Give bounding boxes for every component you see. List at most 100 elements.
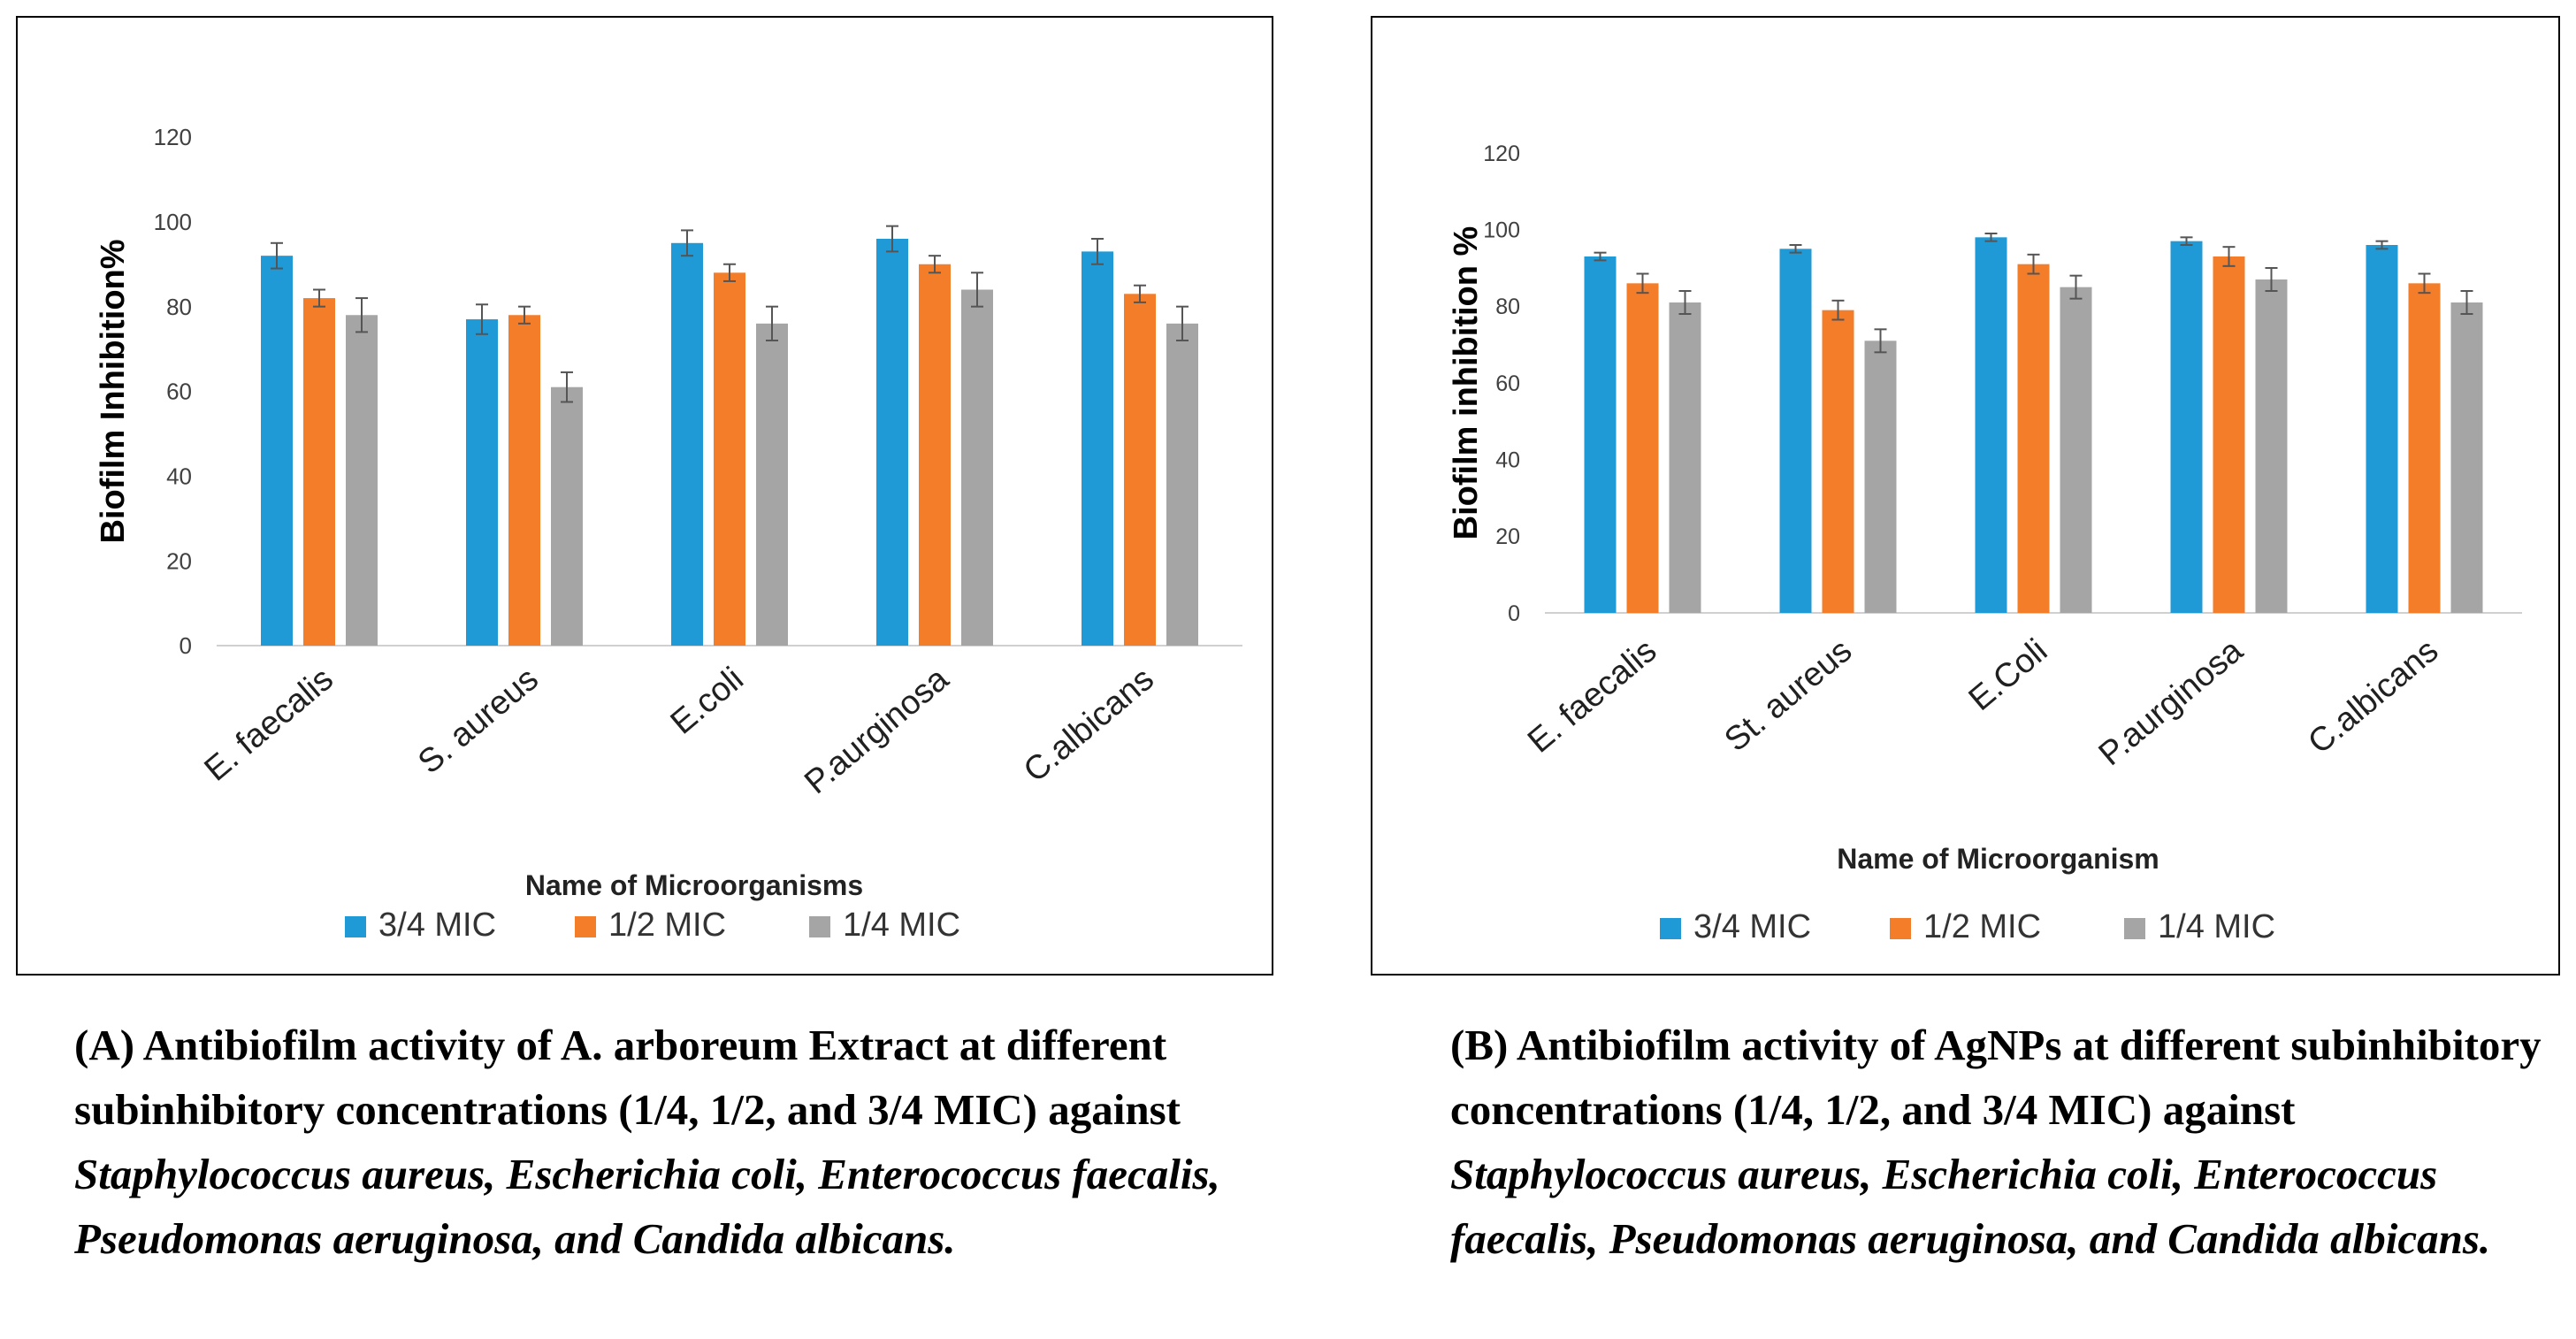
chart-b-category-label: E.Coli: [1962, 632, 2055, 718]
chart-b-error-bar: [2027, 253, 2040, 275]
chart-a-error-bar: [1176, 305, 1189, 341]
chart-b-category-label: E. faecalis: [1521, 632, 1663, 761]
chart-b-bar: [1626, 283, 1659, 613]
chart-a-bar: [876, 239, 908, 646]
chart-a-category-label: S. aureus: [411, 661, 546, 782]
chart-a-error-bar: [1091, 238, 1104, 265]
chart-a-error-bar: [971, 272, 983, 308]
chart-a-error-bar: [518, 305, 531, 325]
chart-a-category-label: P.aurginosa: [798, 660, 956, 801]
chart-b-error-bar: [1789, 244, 1802, 254]
chart-a-error-bar: [561, 371, 573, 403]
chart-b-bar: [2213, 256, 2245, 613]
chart-a-bar: [466, 319, 498, 646]
chart-a-ytick-label: 0: [180, 632, 192, 659]
chart-a-bar: [1166, 323, 1198, 646]
chart-b-error-bar: [1594, 251, 1607, 262]
chart-a-legend-swatch: [809, 916, 830, 937]
chart-b-ytick-label: 0: [1508, 601, 1520, 626]
chart-a-error-bar: [355, 297, 368, 333]
chart-a: 0 20 40 60 80 100 120 E. faecalis S. aureus E.col…: [95, 124, 1242, 944]
chart-b-bar: [2017, 264, 2050, 613]
chart-a-legend-swatch: [345, 916, 366, 937]
chart-b-error-bar: [2460, 290, 2473, 315]
chart-b-y-axis-title: Biofilm inhibition %: [1448, 226, 1485, 540]
chart-a-ytick-label: 80: [166, 294, 192, 320]
chart-b-bar: [2366, 245, 2398, 613]
chart-a-ytick-label: 120: [154, 124, 192, 150]
chart-a-legend-label: 1/4 MIC: [843, 907, 960, 944]
chart-a-ytick-label: 40: [166, 463, 192, 489]
chart-a-bar: [919, 264, 951, 646]
chart-b-bar: [2060, 287, 2092, 613]
chart-b-legend-swatch: [2124, 918, 2145, 939]
chart-b-legend-label: 3/4 MIC: [1693, 908, 1811, 945]
chart-a-ytick-label: 100: [154, 209, 192, 235]
chart-a-error-bar: [1134, 284, 1146, 303]
chart-a-x-axis-title: Name of Microorganisms: [525, 869, 863, 901]
chart-a-legend-label: 3/4 MIC: [378, 907, 496, 944]
caption-a-species: Staphylococcus aureus, Escherichia coli,…: [74, 1150, 1220, 1263]
chart-a-legend-label: 1/2 MIC: [608, 907, 726, 944]
chart-a-category-label: E.coli: [664, 661, 751, 742]
chart-a-bar: [961, 289, 993, 646]
chart-b-ytick-label: 60: [1495, 371, 1520, 396]
chart-a-error-bar: [271, 241, 283, 270]
chart-b-ytick-label: 100: [1483, 218, 1520, 242]
chart-b-error-bar: [1678, 290, 1692, 315]
chart-a-bar: [1124, 294, 1156, 646]
caption-a-text: (A) Antibiofilm activity of A. arboreum …: [74, 1021, 1181, 1134]
chart-a-bar: [756, 323, 788, 646]
chart-b-legend-swatch: [1660, 918, 1681, 939]
chart-b-legend-label: 1/4 MIC: [2158, 908, 2275, 945]
chart-b-category-label: P.aurginosa: [2092, 631, 2251, 773]
chart-a-bar: [303, 298, 335, 646]
caption-b-species: Staphylococcus aureus, Escherichia coli,…: [1450, 1150, 2491, 1263]
chart-b-error-bar: [2375, 240, 2389, 250]
chart-a-ytick-label: 60: [166, 379, 192, 405]
chart-b-x-axis-title: Name of Microorganism: [1837, 843, 2159, 875]
chart-a-ytick-label: 20: [166, 547, 192, 574]
chart-b-legend-swatch: [1890, 918, 1911, 939]
chart-b-bar: [1864, 340, 1897, 613]
chart-b-error-bar: [2180, 236, 2193, 246]
chart-a-category-label: E. faecalis: [197, 661, 340, 789]
chart-b-error-bar: [2222, 246, 2236, 267]
chart-b-error-bar: [2265, 267, 2278, 292]
chart-a-bar: [261, 256, 293, 646]
chart-panel-b: 0 20 40 60 80 100 120 E. faecalis St. aureus E.Co…: [1371, 16, 2560, 976]
chart-b-ytick-label: 20: [1495, 524, 1520, 549]
chart-b-bar: [1822, 310, 1854, 613]
chart-b-bar: [1669, 302, 1701, 613]
chart-b-error-bar: [2069, 274, 2083, 300]
chart-b-error-bar: [1636, 272, 1649, 295]
chart-a-error-bar: [313, 288, 325, 308]
chart-b-category-label: St. aureus: [1718, 632, 1860, 760]
chart-b-bar: [1584, 256, 1617, 613]
chart-a-bar: [1082, 251, 1113, 646]
chart-a-bar: [714, 272, 745, 646]
chart-b-ytick-label: 40: [1495, 448, 1520, 472]
chart-a-error-bar: [476, 303, 488, 335]
chart-b-ytick-label: 120: [1483, 142, 1520, 166]
chart-a-bar: [508, 315, 540, 646]
chart-b-error-bar: [1874, 328, 1887, 354]
chart-a-error-bar: [886, 225, 898, 253]
chart-a-error-bar: [723, 263, 736, 282]
chart-b-legend-label: 1/2 MIC: [1923, 908, 2041, 945]
caption-a: (A) Antibiofilm activity of A. arboreum …: [74, 1013, 1250, 1271]
chart-b-bar: [2170, 241, 2203, 613]
caption-b-text: (B) Antibiofilm activity of AgNPs at dif…: [1450, 1021, 2542, 1134]
chart-a-error-bar: [766, 305, 778, 341]
chart-b-error-bar: [1984, 233, 1998, 242]
chart-a-error-bar: [681, 229, 693, 257]
chart-a-bar: [551, 386, 583, 646]
chart-a-category-label: C.albicans: [1017, 661, 1161, 790]
chart-a-bar: [346, 315, 378, 646]
chart-b-error-bar: [2418, 272, 2431, 295]
chart-b-bar: [2255, 279, 2288, 613]
chart-panel-a: 0 20 40 60 80 100 120 E. faecalis S. aureus E.col…: [16, 16, 1273, 976]
chart-a-bar: [671, 242, 703, 646]
chart-a-error-bar: [929, 255, 941, 274]
chart-b-bar: [1975, 237, 2007, 613]
